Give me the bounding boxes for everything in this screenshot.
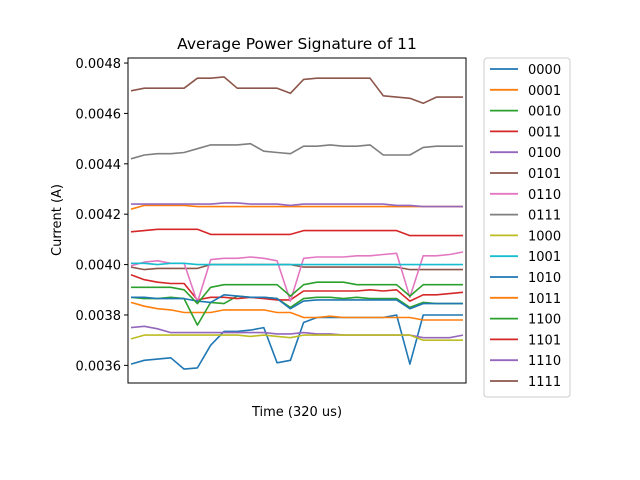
y-tick-label: 0.0038: [76, 309, 122, 324]
series-line-1100: [131, 281, 463, 305]
legend-label-0100: 0100: [528, 146, 561, 161]
y-tick-label: 0.0040: [76, 259, 122, 274]
plot-border: [127, 57, 467, 384]
series-line-1110: [131, 202, 463, 208]
series-layer: [130, 76, 464, 370]
series-line-0110: [130, 251, 464, 304]
legend-items: 0000 0001 0010 0011 0100 0101 0110 0111 1000 1001…: [490, 63, 561, 390]
x-axis-title: Time (320 us): [251, 405, 342, 420]
chart-title: Average Power Signature of 11: [177, 35, 417, 53]
legend-label-1110: 1110: [528, 354, 561, 369]
legend-label-1111: 1111: [528, 375, 561, 390]
series-line-0001: [130, 301, 463, 321]
legend-label-1001: 1001: [528, 250, 561, 265]
legend-label-0110: 0110: [528, 188, 561, 203]
plot-frame: [128, 58, 466, 383]
legend-label-0111: 0111: [528, 209, 561, 224]
y-tick-label: 0.0042: [76, 208, 122, 223]
series-line-1010: [131, 293, 463, 310]
legend-label-0010: 0010: [528, 105, 561, 120]
series-line-1111: [130, 76, 463, 105]
y-tick-label: 0.0048: [76, 57, 122, 72]
legend: 0000 0001 0010 0011 0100 0101 0110 0111 1000 1001…: [483, 57, 571, 398]
y-tick-label: 0.0044: [76, 158, 122, 173]
y-tick-label: 0.0036: [76, 359, 122, 374]
legend-label-0001: 0001: [528, 84, 561, 99]
series-line-0000: [130, 314, 463, 370]
legend-label-1000: 1000: [528, 229, 561, 244]
y-axis: 0.0036 0.0038 0.0040 0.0042 0.0044 0.0046 0.00…: [76, 57, 128, 374]
y-axis-title: Current (A): [50, 184, 65, 256]
series-line-1000: [130, 334, 463, 342]
series-line-1011: [130, 204, 463, 210]
plot-area: [127, 57, 467, 384]
legend-label-1011: 1011: [528, 292, 561, 307]
legend-label-0101: 0101: [528, 167, 561, 182]
series-line-0010: [130, 295, 463, 326]
legend-label-0011: 0011: [528, 125, 561, 140]
series-line-1101: [130, 228, 463, 237]
series-line-0011: [130, 273, 464, 302]
legend-frame: [483, 57, 571, 398]
series-line-0111: [130, 142, 463, 160]
legend-label-1100: 1100: [528, 313, 561, 328]
series-line-1001: [131, 262, 463, 266]
y-tick-label: 0.0046: [76, 107, 122, 122]
legend-label-0000: 0000: [528, 63, 561, 78]
legend-label-1101: 1101: [528, 333, 561, 348]
legend-label-1010: 1010: [528, 271, 561, 286]
